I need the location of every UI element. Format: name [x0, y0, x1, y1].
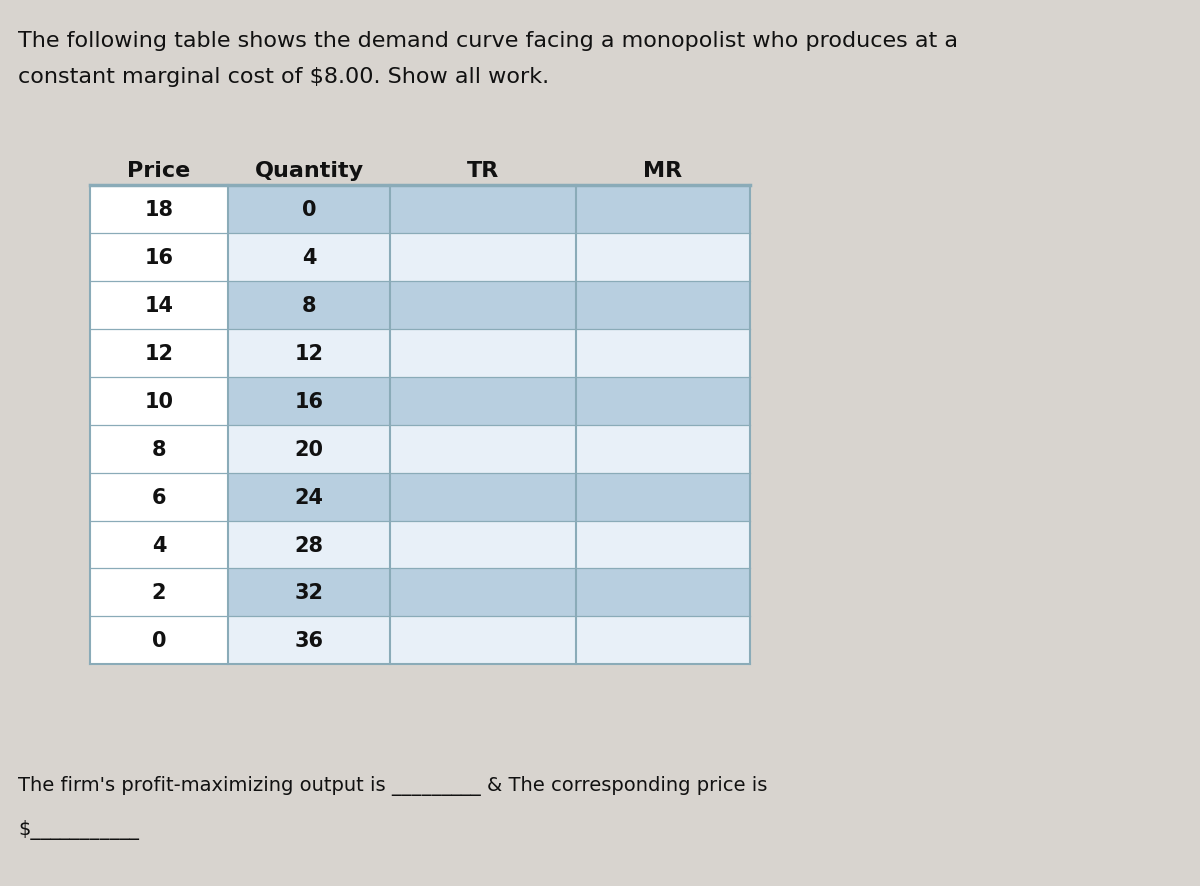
Text: 0: 0 [301, 200, 317, 220]
FancyBboxPatch shape [90, 521, 228, 569]
Text: 4: 4 [151, 535, 167, 555]
FancyBboxPatch shape [90, 569, 228, 617]
Text: 24: 24 [294, 487, 324, 507]
FancyBboxPatch shape [90, 425, 228, 473]
FancyBboxPatch shape [90, 425, 750, 473]
Text: 18: 18 [144, 200, 174, 220]
Text: 32: 32 [294, 583, 324, 602]
FancyBboxPatch shape [90, 282, 228, 330]
Text: $___________: $___________ [18, 820, 139, 840]
FancyBboxPatch shape [90, 521, 750, 569]
FancyBboxPatch shape [90, 569, 750, 617]
Text: constant marginal cost of $8.00. Show all work.: constant marginal cost of $8.00. Show al… [18, 66, 550, 87]
Text: 2: 2 [151, 583, 167, 602]
FancyBboxPatch shape [90, 282, 750, 330]
FancyBboxPatch shape [90, 617, 750, 664]
Text: 16: 16 [294, 392, 324, 411]
FancyBboxPatch shape [90, 330, 228, 377]
FancyBboxPatch shape [90, 234, 750, 282]
Text: 8: 8 [151, 439, 167, 459]
Text: 10: 10 [144, 392, 174, 411]
FancyBboxPatch shape [90, 186, 750, 234]
Text: TR: TR [467, 161, 499, 182]
Text: 16: 16 [144, 248, 174, 268]
Text: The following table shows the demand curve facing a monopolist who produces at a: The following table shows the demand cur… [18, 31, 958, 51]
FancyBboxPatch shape [90, 473, 228, 521]
Text: 28: 28 [294, 535, 324, 555]
FancyBboxPatch shape [90, 473, 750, 521]
FancyBboxPatch shape [90, 377, 228, 425]
Text: 20: 20 [294, 439, 324, 459]
FancyBboxPatch shape [90, 617, 228, 664]
Text: Quantity: Quantity [254, 161, 364, 182]
Text: 0: 0 [151, 631, 167, 650]
FancyBboxPatch shape [90, 186, 228, 234]
Text: Price: Price [127, 161, 191, 182]
Text: 12: 12 [144, 344, 174, 363]
Text: 36: 36 [294, 631, 324, 650]
FancyBboxPatch shape [90, 234, 228, 282]
Text: 6: 6 [151, 487, 167, 507]
Text: 14: 14 [144, 296, 174, 315]
FancyBboxPatch shape [90, 330, 750, 377]
Text: The firm's profit-maximizing output is _________ & The corresponding price is: The firm's profit-maximizing output is _… [18, 775, 767, 796]
Text: 4: 4 [301, 248, 317, 268]
Text: 12: 12 [294, 344, 324, 363]
Text: 8: 8 [301, 296, 317, 315]
FancyBboxPatch shape [90, 377, 750, 425]
Text: MR: MR [643, 161, 683, 182]
